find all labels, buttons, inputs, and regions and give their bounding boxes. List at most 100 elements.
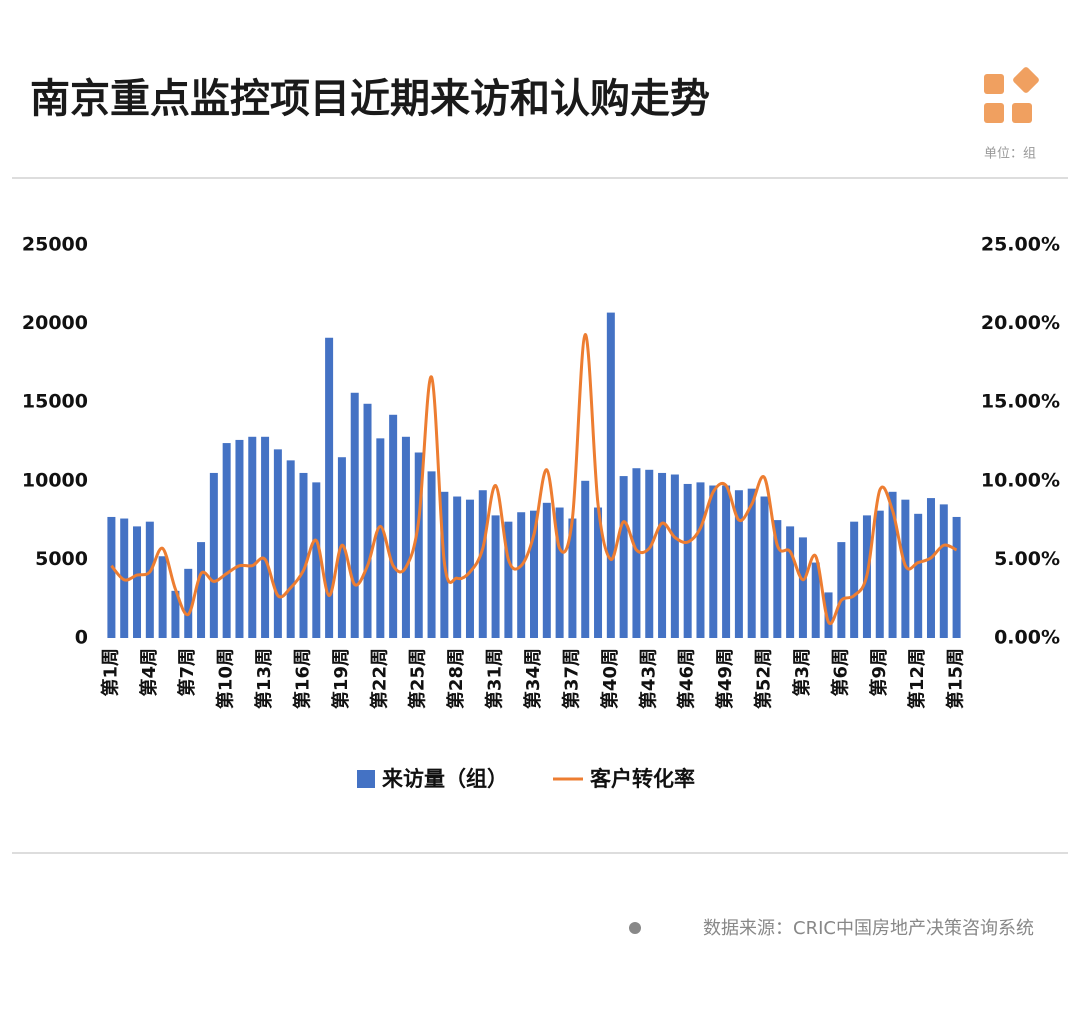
x-tick-label: 第31周 [484,648,506,709]
x-tick-label: 第22周 [368,648,390,709]
bar [491,515,500,638]
y-tick-label: 15000 [22,391,88,413]
bar [325,337,334,638]
x-tick-label: 第15周 [945,648,967,709]
y-tick-label: 20000 [22,312,88,334]
bar [389,414,398,638]
bar [645,469,654,638]
y-tick-label: 10000 [22,469,88,491]
x-tick-label: 第6周 [829,648,851,697]
y-tick-label: 5000 [35,548,88,570]
x-tick-label: 第25周 [407,648,429,709]
x-tick-label: 第34周 [522,648,544,709]
bar [798,537,807,638]
bar [401,436,410,638]
y2-tick-label: 0.00% [994,627,1060,649]
bar [504,521,513,638]
bar [632,468,641,638]
x-tick-label: 第1周 [99,648,121,697]
legend-label: 来访量（组） [382,767,508,791]
bar [350,392,359,638]
bar [184,568,193,638]
bar [914,513,923,638]
bar [517,512,526,638]
bar [824,592,833,638]
x-tick-label: 第43周 [637,648,659,709]
bar [709,485,718,638]
bar [158,556,167,638]
legend-swatch [357,770,375,788]
source: 数据来源：CRIC中国房地产决策咨询系统 [703,918,1034,939]
y-tick-label: 0 [75,627,88,649]
x-tick-label: 第4周 [138,648,160,697]
bar [248,436,257,638]
bar [222,443,231,638]
bar [760,496,769,638]
bar [145,521,154,638]
x-tick-label: 第49周 [714,648,736,709]
bar [312,482,321,638]
bar [209,472,218,638]
bar [299,472,308,638]
bar [683,483,692,638]
bar [888,491,897,638]
bar [107,516,116,638]
x-tick-label: 第13周 [253,648,275,709]
bar [478,490,487,638]
bar [235,439,244,638]
line [110,333,958,626]
bar [811,562,820,638]
x-tick-label: 第19周 [330,648,352,709]
bar [581,480,590,638]
x-tick-label: 第40周 [599,648,621,709]
bar [376,438,385,638]
bar [465,499,474,638]
bar [901,499,910,638]
chart-title: 南京重点监控项目近期来访和认购走势 [30,76,710,122]
bar [926,498,935,638]
x-tick-label: 第9周 [868,648,890,697]
bar [734,490,743,638]
bar [414,452,423,638]
bar [273,449,282,638]
logo [984,67,1039,123]
bar [261,436,270,638]
bar [696,482,705,638]
y2-tick-label: 10.00% [981,469,1060,491]
bar [363,403,372,638]
x-tick-label: 第37周 [560,648,582,709]
bar [427,471,436,638]
x-tick-label: 第28周 [445,648,467,709]
y2-tick-label: 25.00% [981,234,1060,256]
unit-label: 单位：组 [984,147,1036,162]
bar [658,472,667,638]
bar [939,504,948,638]
y2-tick-label: 5.00% [994,548,1060,570]
x-tick-label: 第10周 [215,648,237,709]
x-tick-label: 第7周 [176,648,198,697]
bar [773,520,782,638]
bar [619,476,628,638]
legend-label: 客户转化率 [590,767,695,791]
bar [542,502,551,638]
bar [568,518,577,638]
y2-tick-label: 20.00% [981,312,1060,334]
bar [555,507,564,638]
x-tick-label: 第52周 [753,648,775,709]
bar [197,542,206,638]
bar [837,542,846,638]
source-dot [629,922,641,934]
bar [594,507,603,638]
x-tick-label: 第3周 [791,648,813,697]
x-tick-label: 第12周 [906,648,928,709]
bar [722,485,731,638]
bar [670,474,679,638]
bar [747,488,756,638]
x-tick-label: 第46周 [676,648,698,709]
bar [850,521,859,638]
bar [875,510,884,638]
x-tick-label: 第16周 [291,648,313,709]
bar [786,526,795,638]
bar [286,460,295,638]
